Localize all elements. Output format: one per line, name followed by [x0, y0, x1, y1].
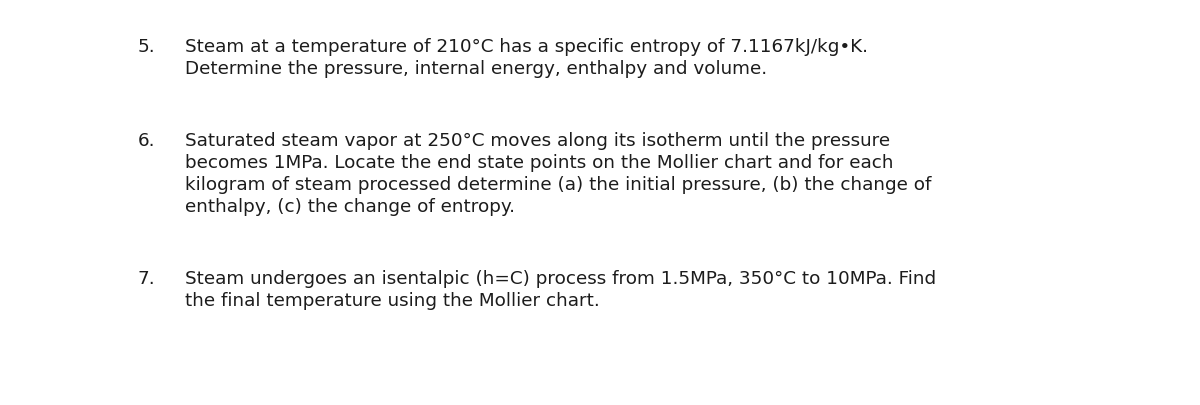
Text: becomes 1MPa. Locate the end state points on the Mollier chart and for each: becomes 1MPa. Locate the end state point…: [185, 154, 894, 172]
Text: the final temperature using the Mollier chart.: the final temperature using the Mollier …: [185, 292, 600, 310]
Text: kilogram of steam processed determine (a) the initial pressure, (b) the change o: kilogram of steam processed determine (a…: [185, 176, 931, 194]
Text: Saturated steam vapor at 250°C moves along its isotherm until the pressure: Saturated steam vapor at 250°C moves alo…: [185, 132, 890, 150]
Text: 7.: 7.: [137, 270, 155, 288]
Text: Determine the pressure, internal energy, enthalpy and volume.: Determine the pressure, internal energy,…: [185, 60, 767, 78]
Text: Steam at a temperature of 210°C has a specific entropy of 7.1167kJ/kg•K.: Steam at a temperature of 210°C has a sp…: [185, 38, 868, 56]
Text: Steam undergoes an isentalpic (h=C) process from 1.5MPa, 350°C to 10MPa. Find: Steam undergoes an isentalpic (h=C) proc…: [185, 270, 936, 288]
Text: enthalpy, (c) the change of entropy.: enthalpy, (c) the change of entropy.: [185, 198, 515, 216]
Text: 5.: 5.: [137, 38, 155, 56]
Text: 6.: 6.: [138, 132, 155, 150]
